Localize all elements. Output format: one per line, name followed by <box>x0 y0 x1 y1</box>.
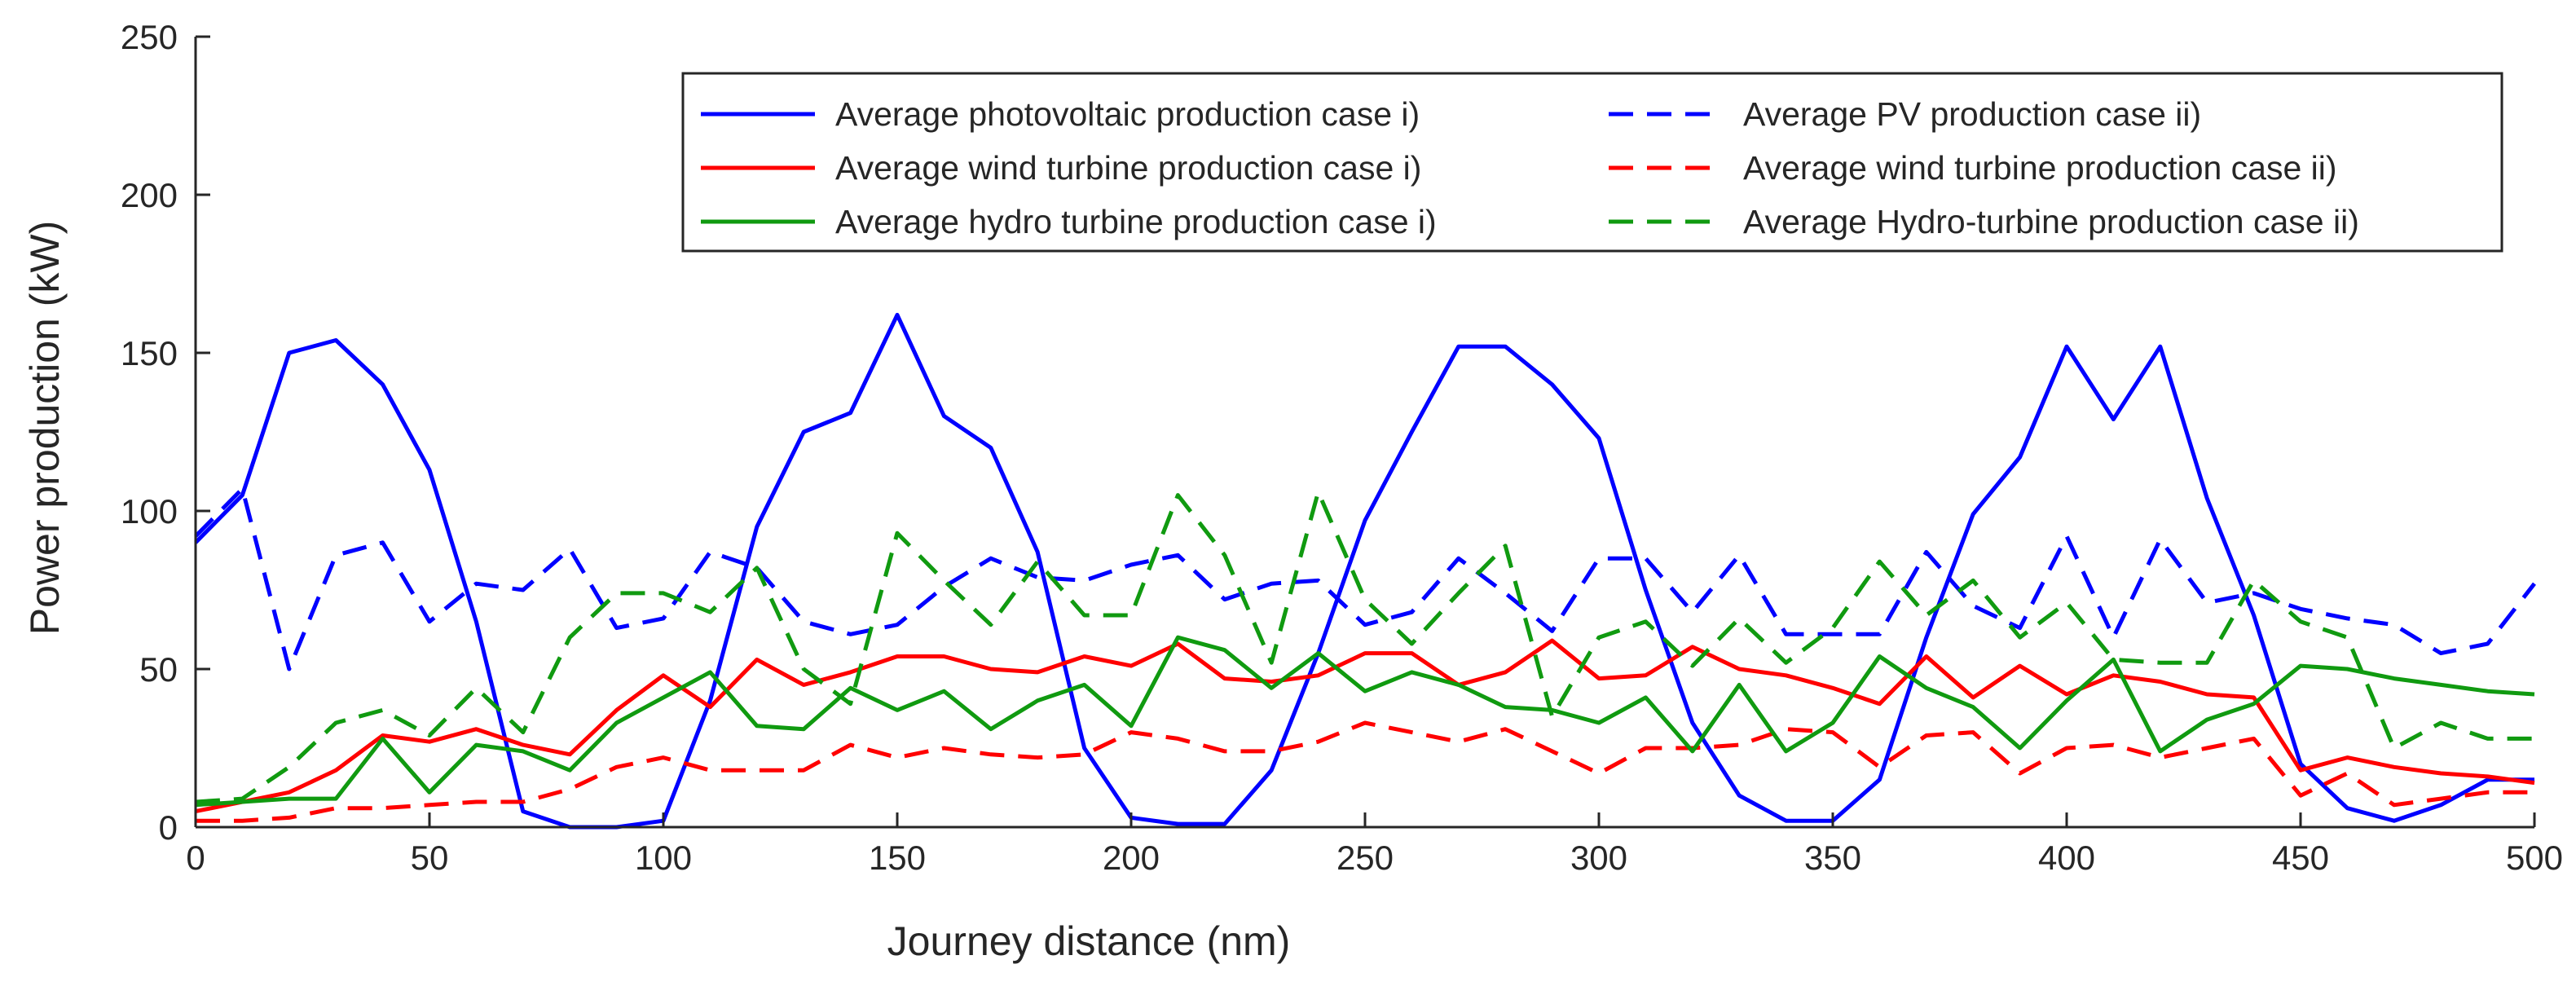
series-line-3 <box>195 638 2535 814</box>
x-tick-label: 300 <box>1570 839 1627 877</box>
x-tick-label: 450 <box>2272 839 2329 877</box>
series-line-2 <box>194 486 2536 671</box>
y-tick-label: 100 <box>121 492 178 531</box>
x-axis-title: Journey distance (nm) <box>887 918 1291 964</box>
x-tick-label: 150 <box>869 839 926 877</box>
x-tick-label: 50 <box>411 839 449 877</box>
y-tick-label: 50 <box>139 650 178 689</box>
series-line-4 <box>196 720 2534 823</box>
y-tick-label: 0 <box>159 808 178 847</box>
legend-label-1: Average photovoltaic production case i) <box>835 95 1420 133</box>
x-tick-label: 500 <box>2506 839 2563 877</box>
x-tick-label: 400 <box>2038 839 2095 877</box>
axes: 0 50 100 150 200 250 300 350 400 450 500 0 50 100 150 2… <box>121 18 2563 877</box>
legend-label-3: Average wind turbine production case i) <box>835 149 1421 187</box>
y-tick-label: 200 <box>121 176 178 214</box>
x-tick-label: 200 <box>1103 839 1160 877</box>
y-tick-label: 150 <box>121 334 178 372</box>
legend-label-4: Average wind turbine production case ii) <box>1743 149 2337 187</box>
legend-label-2: Average PV production case ii) <box>1743 95 2201 133</box>
legend: Average photovoltaic production case i) A… <box>681 72 2503 253</box>
x-tick-label: 100 <box>635 839 692 877</box>
legend-label-6: Average Hydro-turbine production case ii… <box>1743 203 2359 240</box>
legend-box <box>681 72 2503 253</box>
x-tick-label: 350 <box>1804 839 1861 877</box>
x-tick-label: 250 <box>1336 839 1394 877</box>
series-line-5 <box>195 635 2535 808</box>
x-tick-label: 0 <box>186 839 205 877</box>
y-tick-label: 250 <box>121 18 178 56</box>
y-axis-title: Power production (kW) <box>22 221 68 636</box>
legend-label-5: Average hydro turbine production case i) <box>835 203 1437 240</box>
